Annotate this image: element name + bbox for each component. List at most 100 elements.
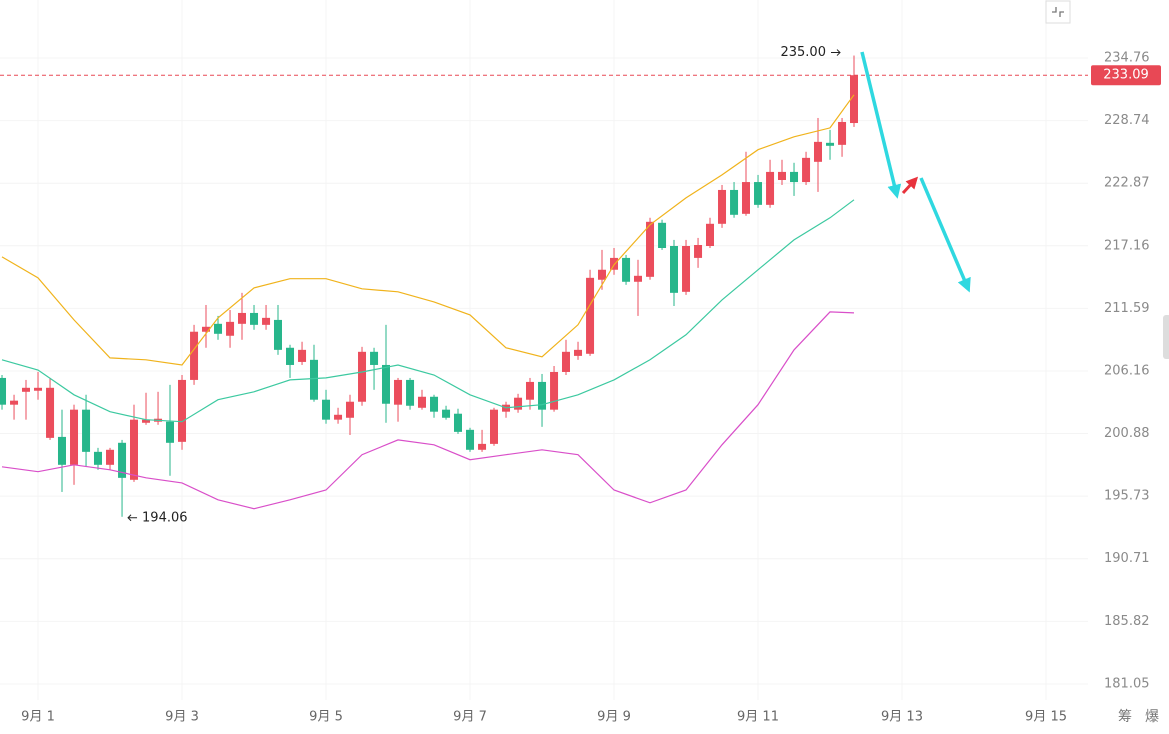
side-tab[interactable]: [1163, 315, 1169, 359]
y-tick-label: 206.16: [1104, 364, 1150, 379]
x-tick-label: 9月 5: [309, 710, 343, 725]
candle-body: [550, 371, 559, 410]
candle-body: [610, 257, 619, 270]
y-tick-label: 200.88: [1104, 426, 1150, 441]
candle-body: [838, 121, 847, 145]
y-tick-label: 185.82: [1104, 614, 1150, 629]
candle-body: [34, 387, 43, 391]
candle-body: [694, 245, 703, 258]
candle-body: [453, 413, 462, 432]
y-tick-label: 234.76: [1104, 51, 1150, 66]
candle-body: [442, 409, 451, 418]
band-line: [1, 199, 855, 423]
candle-body: [394, 379, 403, 405]
candle-body: [658, 222, 667, 248]
y-tick-label: 222.87: [1104, 176, 1150, 191]
candle-body: [237, 312, 246, 324]
candle-body: [129, 419, 138, 480]
candle-body: [190, 331, 199, 380]
high-annotation: 235.00: [780, 45, 826, 60]
candle-body: [381, 364, 390, 404]
y-tick-label: 195.73: [1104, 489, 1150, 504]
y-tick-label: 181.05: [1104, 676, 1150, 691]
x-tick-label: 9月 1: [21, 710, 55, 725]
candle-body: [309, 359, 318, 400]
candle-body: [622, 257, 631, 282]
x-tick-label: 9月 3: [165, 710, 199, 725]
candle-body: [214, 323, 223, 334]
candle-body: [70, 409, 79, 465]
x-tick-label: 9月 7: [453, 710, 487, 725]
candle-body: [574, 349, 583, 356]
y-tick-label: 228.74: [1104, 113, 1150, 128]
candle-body: [178, 379, 187, 442]
candle-body: [142, 419, 151, 423]
candle-body: [802, 157, 811, 183]
price-tag-label: 233.09: [1103, 68, 1149, 83]
y-tick-label: 217.16: [1104, 238, 1150, 253]
drawn-arrow: [901, 176, 919, 195]
candle-body: [849, 75, 858, 124]
candle-body: [250, 312, 259, 325]
candle-body: [669, 245, 678, 293]
candle-body: [334, 414, 343, 420]
candle-body: [586, 277, 595, 354]
candle-body: [646, 221, 655, 277]
annotation-arrow: [127, 514, 138, 522]
candle-body: [525, 381, 534, 400]
candle-body: [478, 443, 487, 450]
candle-body: [226, 321, 235, 336]
low-annotation: 194.06: [142, 510, 188, 525]
candle-body: [46, 387, 55, 438]
candle-body: [561, 351, 570, 372]
candle-body: [730, 189, 739, 215]
candle-body: [466, 429, 475, 450]
band-line: [1, 94, 855, 366]
band-line: [1, 311, 855, 510]
candle-body: [0, 377, 7, 405]
candle-body: [165, 421, 174, 443]
candle-body: [489, 409, 498, 444]
candle-body: [538, 381, 547, 410]
candle-body: [358, 351, 367, 402]
candle-body: [201, 326, 210, 332]
candle-body: [106, 449, 115, 465]
drawn-arrow: [919, 177, 971, 293]
price-tag: [1091, 65, 1161, 86]
candle-body: [57, 436, 66, 465]
candle-body: [298, 349, 307, 362]
candle-body: [813, 141, 822, 162]
candle-body: [754, 182, 763, 205]
candle-body: [741, 182, 750, 214]
y-tick-label: 211.59: [1104, 301, 1150, 316]
candle-body: [597, 269, 606, 280]
candle-body: [322, 399, 331, 420]
candle-body: [430, 396, 439, 412]
toolbar-icon[interactable]: [1045, 0, 1071, 24]
candle-body: [766, 171, 775, 205]
x-tick-label: 9月 11: [737, 710, 779, 725]
candle-body: [21, 387, 30, 392]
candle-body: [82, 409, 91, 452]
y-tick-label: 190.71: [1104, 551, 1150, 566]
candle-body: [417, 396, 426, 408]
toolbar-button[interactable]: 爆: [1145, 709, 1159, 725]
toolbar-button[interactable]: 筹: [1118, 708, 1132, 725]
candle-body: [262, 317, 271, 325]
candle-body: [345, 401, 354, 418]
x-tick-label: 9月 13: [881, 710, 923, 725]
candle-body: [633, 275, 642, 282]
candle-body: [93, 451, 102, 465]
candle-body: [273, 319, 282, 350]
x-tick-label: 9月 15: [1025, 710, 1067, 725]
candle-body: [370, 351, 379, 365]
x-tick-label: 9月 9: [597, 710, 631, 725]
candle-body: [514, 397, 523, 410]
candle-body: [10, 400, 19, 405]
candle-body: [406, 379, 415, 406]
candle-body: [286, 347, 295, 365]
candle-body: [682, 245, 691, 292]
annotation-arrow: [830, 49, 841, 56]
candle-body: [705, 223, 714, 246]
